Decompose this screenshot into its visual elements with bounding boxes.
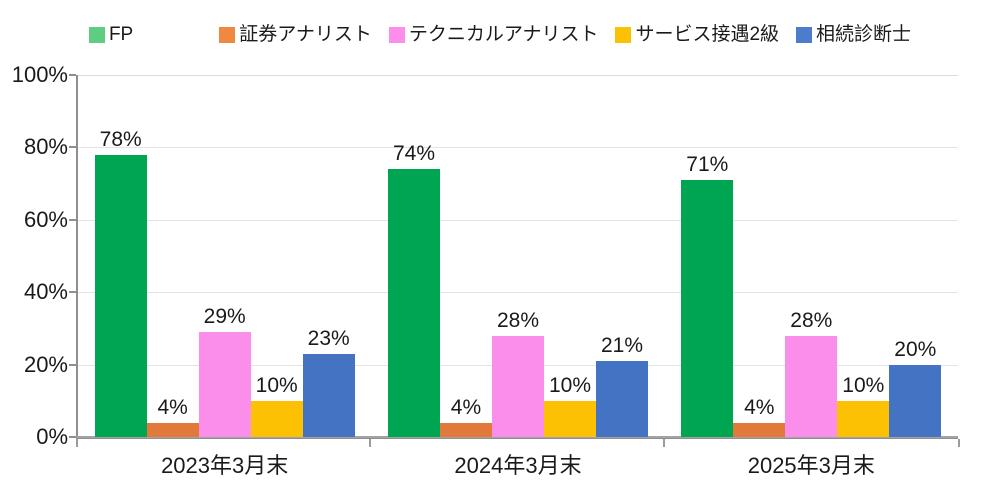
legend-swatch-icon — [388, 27, 405, 43]
bar-series3-cat0: 10% — [250, 374, 303, 437]
gridline-60% — [78, 219, 958, 221]
bar-value-label: 78% — [99, 127, 142, 151]
x-axis-tick — [76, 439, 78, 447]
legend-item-1: 証券アナリスト — [219, 24, 372, 46]
y-axis-tick — [69, 363, 76, 366]
legend-swatch-icon — [796, 27, 813, 43]
legend-label: FP — [108, 24, 134, 45]
bar-value-label: 74% — [392, 142, 435, 166]
bar-value-label: 10% — [548, 373, 591, 397]
legend-item-4: 相続診断士 — [796, 24, 911, 46]
bar-series0-cat1: 74% — [387, 142, 440, 437]
bar-series2-cat1: 28% — [491, 309, 544, 437]
category-group-0: 78% 4% 29% 10% 23% 2023年3月末 — [78, 75, 371, 478]
y-axis-tick — [69, 146, 76, 149]
gridline-80% — [78, 147, 958, 149]
legend-label: サービス接遇2級 — [635, 24, 780, 45]
category-group-2: 71% 4% 28% 10% 20% 2025年3月末 — [665, 75, 958, 478]
bar-series2-cat0: 29% — [198, 305, 251, 437]
y-axis-label-0%: 0% — [36, 424, 68, 449]
bar-series2-cat2: 28% — [785, 309, 838, 437]
x-axis-label-2: 2025年3月末 — [747, 453, 875, 478]
bar-series3-cat2: 10% — [837, 374, 890, 437]
category-group-1: 74% 4% 28% 10% 21% 2024年3月末 — [371, 75, 664, 478]
y-axis-tick — [69, 218, 76, 221]
y-axis-line — [76, 75, 78, 439]
y-axis-label-40%: 40% — [23, 279, 68, 305]
y-axis-label-20%: 20% — [23, 351, 68, 377]
y-axis-labels: 0% 20% 40% 60% 80% 100% — [0, 64, 68, 448]
legend-item-2: テクニカルアナリスト — [388, 24, 599, 46]
bar-series4-cat1: 21% — [595, 334, 648, 437]
y-axis-tick — [69, 291, 76, 294]
gridline-40% — [78, 292, 958, 294]
bar-value-label: 10% — [255, 373, 298, 397]
legend-swatch-icon — [219, 27, 236, 43]
bar-value-label: 21% — [600, 333, 643, 357]
legend-swatch-icon — [88, 27, 105, 43]
x-axis-line — [76, 436, 958, 439]
x-axis-label-1: 2024年3月末 — [454, 453, 582, 478]
bar-value-label: 28% — [790, 308, 833, 332]
bar-value-label: 4% — [157, 395, 188, 419]
bar-series1-cat2: 4% — [733, 396, 786, 437]
bar-series4-cat0: 23% — [302, 327, 355, 437]
bar-value-label: 71% — [686, 152, 729, 176]
bar-value-label: 4% — [450, 395, 482, 419]
bar-series3-cat1: 10% — [543, 374, 596, 437]
legend-label: 相続診断士 — [816, 24, 912, 45]
bar-value-label: 10% — [842, 373, 885, 397]
bar-value-label: 20% — [894, 337, 937, 361]
bar-series4-cat2: 20% — [889, 338, 942, 437]
legend-label: 証券アナリスト — [239, 24, 372, 45]
legend-item-0: FP — [88, 24, 134, 46]
bar-series1-cat1: 4% — [439, 396, 492, 437]
x-axis-label-0: 2023年3月末 — [161, 453, 289, 478]
plot-area: 78% 4% 29% 10% 23% 2023年3月末 74% 4% 28% 10% 21% 2024… — [69, 74, 960, 478]
bar-series0-cat2: 71% — [681, 153, 734, 437]
bar-value-label: 4% — [744, 395, 775, 419]
bar-series0-cat0: 78% — [94, 128, 147, 437]
y-axis-label-100%: 100% — [11, 62, 68, 87]
gridline-100% — [78, 75, 958, 76]
y-axis-label-60%: 60% — [23, 206, 68, 232]
legend-label: テクニカルアナリスト — [408, 24, 599, 45]
bar-value-label: 29% — [203, 305, 246, 329]
x-axis-tick — [662, 439, 665, 447]
x-axis-tick — [369, 439, 372, 447]
y-axis-tick — [69, 436, 76, 438]
y-axis-tick — [69, 74, 76, 76]
bar-series1-cat0: 4% — [146, 396, 199, 437]
chart-legend: FP 証券アナリスト テクニカルアナリスト サービス接遇2級 相続診断士 — [0, 24, 1000, 46]
bar-value-label: 28% — [496, 308, 539, 332]
bar-value-label: 23% — [307, 326, 350, 350]
legend-swatch-icon — [615, 27, 632, 43]
legend-item-3: サービス接遇2級 — [615, 24, 779, 46]
x-axis-tick — [958, 439, 960, 447]
y-axis-label-80%: 80% — [23, 134, 68, 160]
